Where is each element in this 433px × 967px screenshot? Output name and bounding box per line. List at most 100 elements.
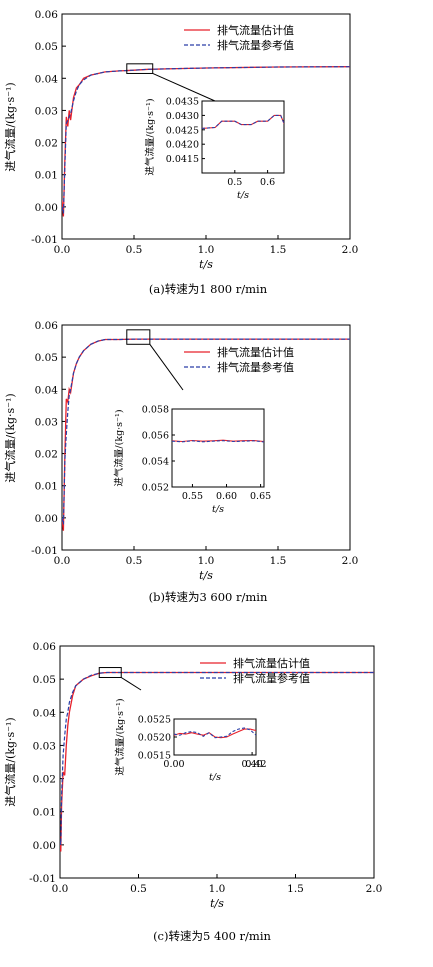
- inset-y-tick-label: 0.0425: [166, 125, 199, 136]
- inset-y-tick-label: 0.0430: [166, 111, 199, 122]
- series-reference-line: [62, 66, 350, 214]
- legend-label: 排气流量参考值: [217, 360, 294, 374]
- y-tick-label: -0.01: [29, 873, 56, 885]
- x-tick-label: 1.5: [270, 555, 287, 567]
- x-tick-label: 2.0: [342, 244, 359, 256]
- inset-y-tick-label: 0.0415: [166, 154, 199, 165]
- zoom-connector: [149, 343, 184, 391]
- inset-y-tick-label: 0.0520: [138, 733, 171, 744]
- x-axis-label: t/s: [199, 569, 213, 582]
- y-tick-label: 0.03: [35, 105, 58, 117]
- legend-label: 排气流量估计值: [233, 656, 310, 670]
- inset-y-tick-label: 0.0525: [138, 715, 171, 726]
- y-tick-label: -0.01: [31, 234, 58, 246]
- x-tick-label: 0.5: [130, 883, 147, 895]
- inset-chart: 0.0515 0.0520 0.0525 0.00 0.400.42 t/s 进气流量/(k…: [114, 698, 267, 783]
- inset-y-axis-label: 进气流量/(kg·s⁻¹): [144, 98, 156, 175]
- y-tick-label: 0.00: [35, 202, 58, 214]
- inset-y-tick-label: 0.056: [142, 431, 169, 442]
- inset-y-tick-label: 0.0435: [166, 97, 199, 108]
- y-axis-label: 进气流量/(kg·s⁻¹): [3, 717, 17, 806]
- x-tick-label: 2.0: [366, 883, 383, 895]
- y-tick-label: 0.01: [35, 481, 58, 493]
- inset-x-tick-label: 0.60: [216, 491, 237, 502]
- zoom-connector: [120, 677, 142, 691]
- x-tick-label: 1.5: [270, 244, 287, 256]
- x-tick-label: 0.0: [54, 555, 71, 567]
- inset-y-axis-label: 进气流量/(kg·s⁻¹): [114, 698, 126, 775]
- inset-x-tick-label: 0.00: [163, 759, 184, 770]
- inset-y-tick-label: 0.052: [142, 483, 169, 494]
- inset-x-tick-label: 0.42: [245, 759, 266, 770]
- y-tick-label: 0.04: [35, 384, 59, 396]
- y-tick-label: 0.02: [33, 774, 56, 786]
- zoom-box: [98, 667, 122, 678]
- x-tick-label: 0.0: [54, 244, 71, 256]
- y-tick-label: 0.05: [35, 352, 58, 364]
- y-tick-label: 0.02: [35, 138, 58, 150]
- inset-chart: 0.052 0.054 0.056 0.058 0.55 0.60 0.65 t/s 进气流量/…: [113, 405, 271, 516]
- y-tick-label: 0.00: [33, 840, 56, 852]
- inset-y-axis-label: 进气流量/(kg·s⁻¹): [113, 409, 125, 486]
- y-tick-label: 0.05: [35, 41, 58, 53]
- series-reference-line: [62, 338, 350, 525]
- x-tick-label: 0.5: [126, 555, 143, 567]
- y-tick-label: 0.06: [35, 320, 59, 332]
- inset-x-tick-label: 0.6: [260, 177, 275, 188]
- inset-x-axis-label: t/s: [212, 504, 224, 515]
- inset-chart: 0.0415 0.0420 0.0425 0.0430 0.0435 0.5 0.6 t/s 进…: [144, 97, 285, 201]
- inset-reference-line: [172, 440, 264, 443]
- y-axis-label: 进气流量/(kg·s⁻¹): [3, 82, 17, 171]
- legend-label: 排气流量参考值: [217, 38, 294, 52]
- chart-panel-3: -0.01 0.00 0.01 0.02 0.03 0.04 0.05 0.06 0.0 0.5 1…: [3, 641, 382, 943]
- inset-frame: [171, 408, 265, 488]
- legend-label: 排气流量估计值: [217, 345, 294, 359]
- y-tick-label: 0.01: [33, 807, 56, 819]
- series-estimate-line: [60, 671, 374, 852]
- inset-x-tick-label: 0.65: [250, 491, 271, 502]
- panel-caption: (a)转速为1 800 r/min: [149, 282, 268, 296]
- x-tick-label: 1.0: [209, 883, 226, 895]
- chart-panel-2: -0.01 0.00 0.01 0.02 0.03 0.04 0.05 0.06 0.0 0.5 1…: [3, 320, 358, 604]
- y-tick-label: 0.02: [35, 449, 58, 461]
- zoom-connector: [152, 73, 216, 102]
- x-tick-label: 1.0: [198, 555, 215, 567]
- y-tick-label: 0.04: [35, 73, 59, 85]
- x-tick-label: 0.0: [52, 883, 69, 895]
- y-tick-label: 0.06: [35, 9, 59, 21]
- x-tick-label: 1.5: [287, 883, 304, 895]
- inset-x-axis-label: t/s: [237, 190, 249, 201]
- y-tick-label: 0.06: [33, 641, 57, 653]
- chart-panel-1: -0.01 0.00 0.01 0.02 0.03 0.04 0.05 0.06 0.0 0.5 1…: [3, 9, 358, 296]
- x-tick-label: 0.5: [126, 244, 143, 256]
- inset-x-tick-label: 0.55: [182, 491, 203, 502]
- inset-x-tick-label: 0.40: [242, 759, 263, 770]
- panel-caption: (b)转速为3 600 r/min: [149, 590, 268, 604]
- zoom-box: [126, 329, 151, 345]
- y-tick-label: 0.05: [33, 674, 56, 686]
- y-tick-label: -0.01: [31, 545, 58, 557]
- x-axis-label: t/s: [210, 897, 224, 910]
- series-reference-line: [60, 671, 374, 846]
- x-axis-label: t/s: [199, 258, 213, 271]
- x-tick-label: 1.0: [198, 244, 215, 256]
- inset-x-tick-label: 0.5: [227, 177, 242, 188]
- inset-frame: [201, 100, 285, 174]
- y-axis-label: 进气流量/(kg·s⁻¹): [3, 393, 17, 482]
- y-tick-label: 0.04: [33, 707, 57, 719]
- x-tick-label: 2.0: [342, 555, 359, 567]
- y-tick-label: 0.03: [35, 416, 58, 428]
- plot-frame: [59, 645, 375, 879]
- inset-x-axis-label: t/s: [209, 772, 221, 783]
- y-tick-label: 0.03: [33, 740, 56, 752]
- inset-y-tick-label: 0.0515: [138, 751, 171, 762]
- y-tick-label: 0.01: [35, 170, 58, 182]
- legend-label: 排气流量参考值: [233, 671, 310, 685]
- inset-reference-line: [202, 114, 284, 129]
- zoom-box: [126, 63, 154, 74]
- inset-y-tick-label: 0.054: [142, 457, 169, 468]
- inset-y-tick-label: 0.0420: [166, 140, 199, 151]
- legend-label: 排气流量估计值: [217, 23, 294, 37]
- y-tick-label: 0.00: [35, 513, 58, 525]
